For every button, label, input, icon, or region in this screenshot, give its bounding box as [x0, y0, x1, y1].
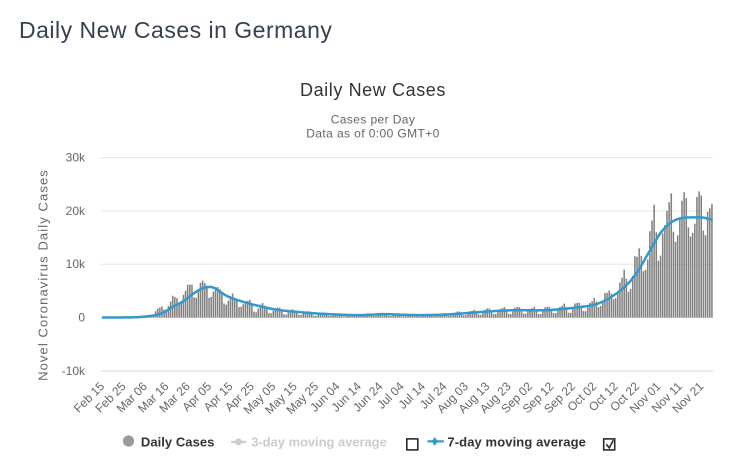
- svg-text:Novel Coronavirus Daily Cases: Novel Coronavirus Daily Cases: [36, 169, 51, 381]
- svg-text:Daily New Cases: Daily New Cases: [300, 80, 446, 100]
- svg-text:10k: 10k: [66, 257, 86, 271]
- svg-text:30k: 30k: [66, 151, 86, 165]
- svg-text:Daily Cases: Daily Cases: [141, 434, 215, 449]
- svg-text:20k: 20k: [66, 204, 86, 218]
- svg-text:-10k: -10k: [62, 364, 86, 378]
- svg-text:3-day moving average: 3-day moving average: [251, 434, 387, 449]
- svg-text:0: 0: [78, 311, 85, 325]
- svg-text:Data as of 0:00 GMT+0: Data as of 0:00 GMT+0: [306, 127, 439, 141]
- svg-text:7-day moving average: 7-day moving average: [447, 435, 586, 450]
- svg-text:Cases per Day: Cases per Day: [331, 113, 416, 127]
